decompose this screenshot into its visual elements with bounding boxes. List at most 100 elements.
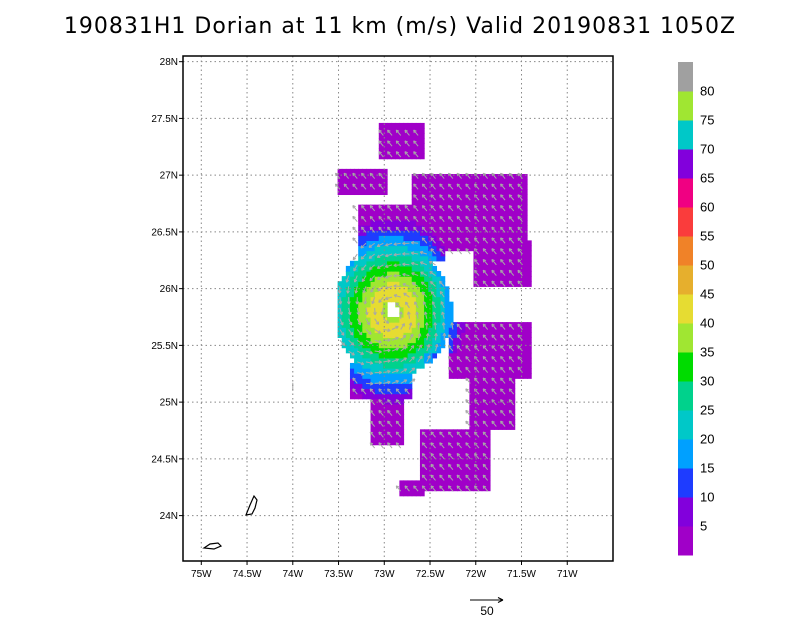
wind-cell xyxy=(358,327,363,333)
wind-arrow xyxy=(374,382,382,384)
wind-cell xyxy=(419,470,425,476)
wind-cell xyxy=(518,327,524,333)
wind-arrow-head xyxy=(395,442,400,446)
wind-cell xyxy=(510,204,516,211)
wind-arrow-head xyxy=(482,345,487,349)
wind-cell xyxy=(461,470,466,476)
wind-cell xyxy=(424,219,429,226)
colorbar-swatch xyxy=(678,410,693,440)
wind-cell xyxy=(465,475,470,481)
wind-cell xyxy=(473,403,479,410)
wind-cell xyxy=(399,235,405,241)
wind-arrow xyxy=(421,183,428,190)
wind-cell xyxy=(415,122,421,129)
wind-cell xyxy=(424,230,429,236)
wind-cell xyxy=(506,255,512,262)
wind-cell xyxy=(428,357,433,364)
wind-cell xyxy=(374,337,380,344)
wind-arrow-head xyxy=(430,226,435,231)
coastline xyxy=(202,494,258,550)
wind-arrow xyxy=(433,311,436,319)
wind-cell xyxy=(349,301,355,308)
wind-cell xyxy=(374,179,380,185)
wind-cell xyxy=(378,265,384,272)
wind-cell xyxy=(354,373,359,379)
wind-cell xyxy=(448,306,454,313)
wind-arrow-head xyxy=(482,323,487,328)
wind-arrow-head xyxy=(456,474,461,479)
wind-cell xyxy=(494,368,499,374)
wind-cell xyxy=(345,189,351,196)
wind-cell xyxy=(424,347,429,354)
wind-cell xyxy=(345,301,351,308)
wind-cell xyxy=(502,204,508,211)
wind-cell xyxy=(378,245,384,252)
wind-arrow xyxy=(474,366,480,373)
wind-arrow xyxy=(465,172,471,179)
wind-arrow-head xyxy=(340,332,345,336)
wind-cell xyxy=(366,245,372,252)
wind-cell xyxy=(432,281,438,287)
wind-arrow xyxy=(465,237,471,244)
wind-arrow-head xyxy=(482,377,487,382)
wind-cell xyxy=(485,485,491,492)
wind-arrow xyxy=(419,251,427,255)
wind-cell xyxy=(510,194,516,201)
wind-arrow xyxy=(413,485,419,492)
wind-arrow xyxy=(429,261,436,266)
wind-cell xyxy=(452,475,458,481)
wind-cell xyxy=(424,260,429,267)
wind-cell xyxy=(428,449,433,456)
wind-arrow-head xyxy=(362,289,367,294)
wind-cell xyxy=(465,230,470,236)
wind-cell xyxy=(448,444,454,451)
wind-arrow-head xyxy=(378,349,382,354)
wind-cell xyxy=(502,219,508,226)
wind-cell xyxy=(510,332,516,339)
wind-cell xyxy=(477,434,483,441)
wind-cell xyxy=(477,250,483,257)
wind-cell xyxy=(522,362,528,369)
wind-cell xyxy=(407,153,413,160)
wind-cell xyxy=(444,465,450,471)
wind-cell xyxy=(457,327,462,333)
wind-arrow-head xyxy=(360,256,365,260)
wind-arrow xyxy=(482,453,489,460)
wind-cell xyxy=(395,245,400,252)
wind-cell xyxy=(477,378,483,384)
wind-cell xyxy=(444,240,450,247)
wind-cell xyxy=(436,485,442,492)
wind-cell xyxy=(440,306,446,313)
wind-cell xyxy=(452,332,458,339)
wind-cell xyxy=(358,250,363,257)
wind-cell xyxy=(452,225,458,231)
wind-cell xyxy=(522,271,528,277)
wind-cell xyxy=(403,357,409,364)
wind-arrow xyxy=(500,388,506,395)
wind-arrow xyxy=(430,172,436,179)
wind-cell xyxy=(370,255,376,262)
wind-cell xyxy=(411,357,417,364)
wind-cell xyxy=(502,230,508,236)
wind-arrow-head xyxy=(347,311,352,316)
wind-cell xyxy=(391,265,396,272)
wind-cell xyxy=(448,179,454,185)
wind-cell xyxy=(432,214,438,221)
wind-cell xyxy=(366,362,372,369)
wind-arrow xyxy=(448,237,454,244)
wind-cell xyxy=(457,173,462,180)
wind-cell xyxy=(374,393,380,400)
wind-arrow xyxy=(420,261,428,266)
wind-arrow xyxy=(408,311,410,319)
wind-cell xyxy=(498,347,503,354)
wind-arrow xyxy=(508,356,515,363)
wind-arrow xyxy=(508,215,515,223)
wind-cell xyxy=(485,327,491,333)
wind-cell xyxy=(485,219,491,226)
wind-cell xyxy=(407,316,413,323)
wind-cell xyxy=(477,347,483,354)
wind-cell xyxy=(366,189,372,196)
wind-cell xyxy=(514,235,520,241)
wind-cell xyxy=(527,362,532,369)
wind-cell xyxy=(345,306,351,313)
